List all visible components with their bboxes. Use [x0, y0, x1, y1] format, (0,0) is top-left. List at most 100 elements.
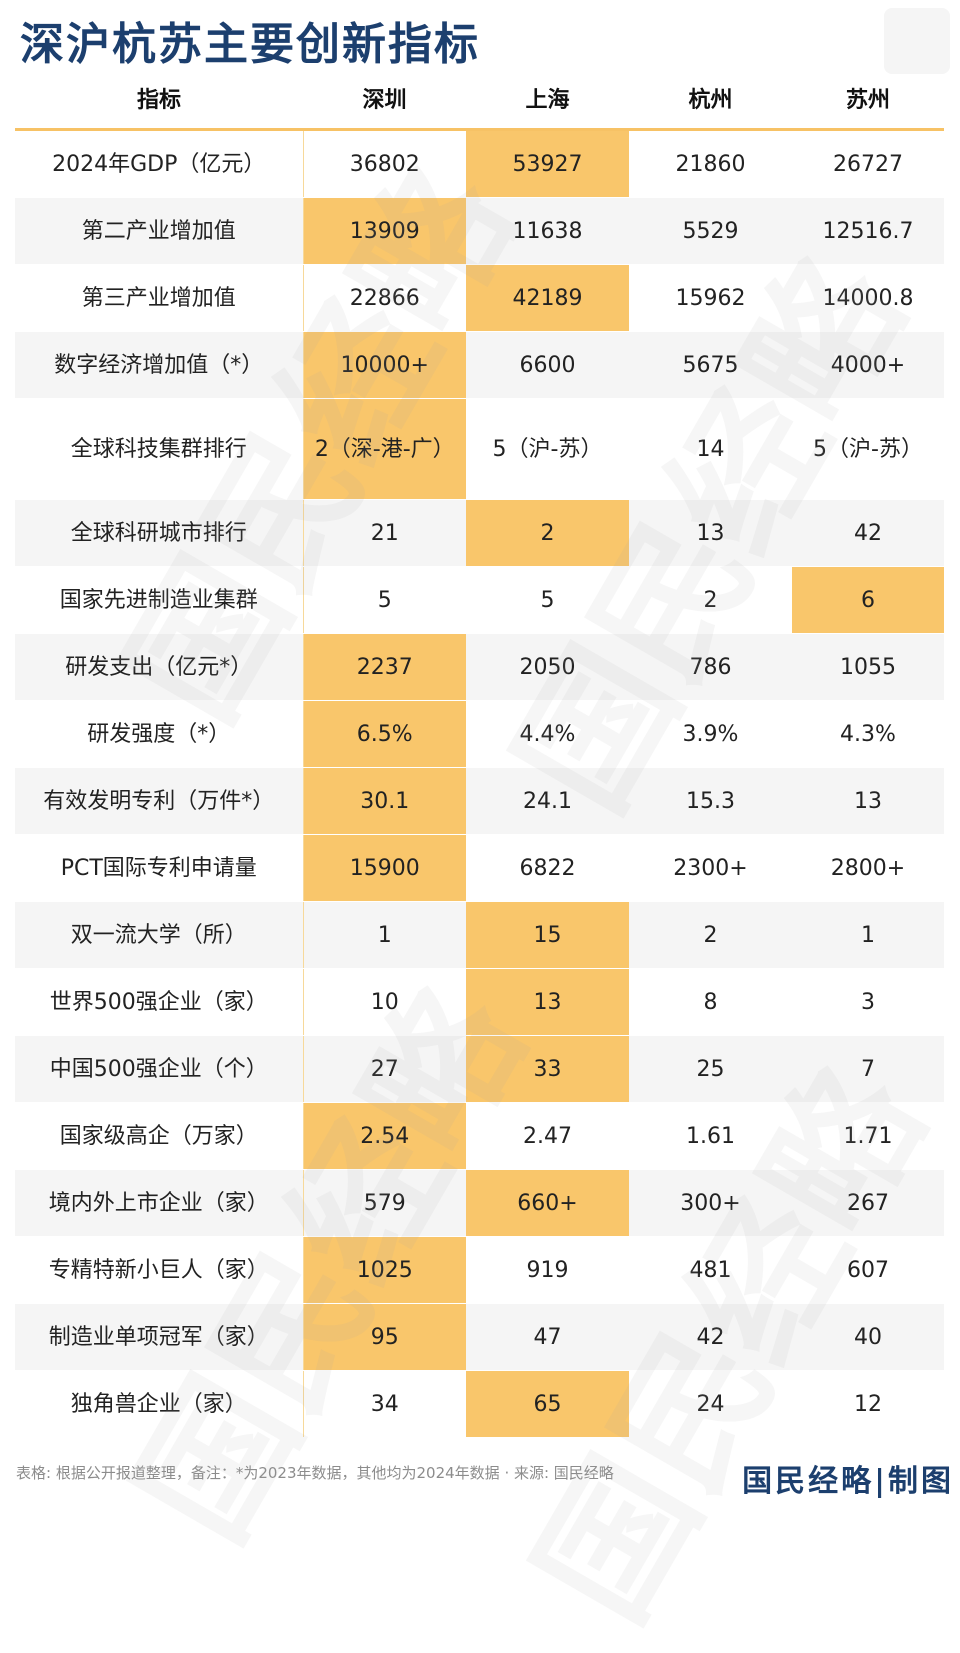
value-cell: 13 — [629, 499, 792, 567]
value-cell: 42 — [792, 499, 944, 567]
row-label: 全球科技集群排行 — [15, 398, 304, 500]
value-cell: 3 — [792, 968, 944, 1036]
table-row: 2024年GDP（亿元） 36802 53927 21860 26727 — [15, 129, 944, 198]
value-cell: 267 — [792, 1169, 944, 1237]
table-row: 第三产业增加值 22866 42189 15962 14000.8 — [15, 264, 944, 332]
row-label: 境内外上市企业（家） — [15, 1169, 304, 1237]
value-cell: 5 — [466, 566, 629, 634]
value-cell: 27 — [303, 1035, 466, 1103]
row-label: 研发支出（亿元*） — [15, 633, 304, 701]
value-cell: 2 — [629, 901, 792, 969]
value-cell: 5 — [303, 566, 466, 634]
table-row: 有效发明专利（万件*） 30.1 24.1 15.3 13 — [15, 767, 944, 835]
value-cell: 14 — [629, 398, 792, 500]
row-label: 有效发明专利（万件*） — [15, 767, 304, 835]
value-cell: 65 — [466, 1370, 629, 1438]
brand-credit: 国民经略|制图 — [742, 1464, 954, 1499]
value-cell: 481 — [629, 1236, 792, 1304]
table-row: 全球科技集群排行 2（深-港-广） 5（沪-苏） 14 5（沪-苏） — [15, 398, 944, 500]
header-hangzhou: 杭州 — [629, 68, 792, 131]
value-cell: 5（沪-苏） — [792, 398, 944, 500]
row-label: 第三产业增加值 — [15, 264, 304, 332]
table-header-row: 指标 深圳 上海 杭州 苏州 — [15, 68, 944, 131]
table-row: 第二产业增加值 13909 11638 5529 12516.7 — [15, 197, 944, 265]
value-cell: 15.3 — [629, 767, 792, 835]
value-cell: 2 — [466, 499, 629, 567]
row-label: 双一流大学（所） — [15, 901, 304, 969]
value-cell: 579 — [303, 1169, 466, 1237]
row-label: 制造业单项冠军（家） — [15, 1303, 304, 1371]
value-cell: 11638 — [466, 197, 629, 265]
value-cell: 2（深-港-广） — [303, 398, 466, 500]
value-cell: 36802 — [303, 129, 466, 198]
value-cell: 12516.7 — [792, 197, 944, 265]
value-cell: 15900 — [303, 834, 466, 902]
value-cell: 95 — [303, 1303, 466, 1371]
header-indicator: 指标 — [15, 68, 303, 131]
value-cell: 2 — [629, 566, 792, 634]
row-label: 全球科研城市排行 — [15, 499, 304, 567]
value-cell: 2300+ — [629, 834, 792, 902]
row-label: PCT国际专利申请量 — [15, 834, 304, 902]
value-cell: 1055 — [792, 633, 944, 701]
value-cell: 6600 — [466, 331, 629, 399]
value-cell: 47 — [466, 1303, 629, 1371]
value-cell: 13 — [466, 968, 629, 1036]
table-row: 研发强度（*） 6.5% 4.4% 3.9% 4.3% — [15, 700, 944, 768]
value-cell: 1.61 — [629, 1102, 792, 1170]
value-cell: 607 — [792, 1236, 944, 1304]
value-cell: 3.9% — [629, 700, 792, 768]
table-row: 中国500强企业（个） 27 33 25 7 — [15, 1035, 944, 1103]
value-cell: 42189 — [466, 264, 629, 332]
value-cell: 21 — [303, 499, 466, 567]
value-cell: 40 — [792, 1303, 944, 1371]
value-cell: 4.3% — [792, 700, 944, 768]
value-cell: 10 — [303, 968, 466, 1036]
value-cell: 2.47 — [466, 1102, 629, 1170]
value-cell: 8 — [629, 968, 792, 1036]
value-cell: 1 — [303, 901, 466, 969]
value-cell: 24.1 — [466, 767, 629, 835]
value-cell: 6.5% — [303, 700, 466, 768]
table-row: PCT国际专利申请量 15900 6822 2300+ 2800+ — [15, 834, 944, 902]
row-label: 专精特新小巨人（家） — [15, 1236, 304, 1304]
header-suzhou: 苏州 — [792, 68, 944, 131]
value-cell: 2.54 — [303, 1102, 466, 1170]
table-row: 国家先进制造业集群 5 5 2 6 — [15, 566, 944, 634]
row-label: 国家先进制造业集群 — [15, 566, 304, 634]
value-cell: 1025 — [303, 1236, 466, 1304]
value-cell: 42 — [629, 1303, 792, 1371]
footer-note: 表格: 根据公开报道整理，备注：*为2023年数据，其他均为2024年数据 · … — [16, 1464, 614, 1482]
table-row: 专精特新小巨人（家） 1025 919 481 607 — [15, 1236, 944, 1304]
value-cell: 24 — [629, 1370, 792, 1438]
row-label: 研发强度（*） — [15, 700, 304, 768]
value-cell: 14000.8 — [792, 264, 944, 332]
value-cell: 34 — [303, 1370, 466, 1438]
value-cell: 15962 — [629, 264, 792, 332]
value-cell: 4000+ — [792, 331, 944, 399]
value-cell: 786 — [629, 633, 792, 701]
table-row: 全球科研城市排行 21 2 13 42 — [15, 499, 944, 567]
table-row: 制造业单项冠军（家） 95 47 42 40 — [15, 1303, 944, 1371]
value-cell: 7 — [792, 1035, 944, 1103]
table-row: 研发支出（亿元*） 2237 2050 786 1055 — [15, 633, 944, 701]
header-shanghai: 上海 — [466, 68, 629, 131]
row-label: 中国500强企业（个） — [15, 1035, 304, 1103]
value-cell: 10000+ — [303, 331, 466, 399]
value-cell: 13 — [792, 767, 944, 835]
value-cell: 13909 — [303, 197, 466, 265]
corner-decoration — [884, 8, 950, 74]
value-cell: 25 — [629, 1035, 792, 1103]
value-cell: 2237 — [303, 633, 466, 701]
value-cell: 26727 — [792, 129, 944, 198]
value-cell: 6822 — [466, 834, 629, 902]
value-cell: 15 — [466, 901, 629, 969]
value-cell: 12 — [792, 1370, 944, 1438]
page-title: 深沪杭苏主要创新指标 — [20, 19, 480, 70]
row-label: 世界500强企业（家） — [15, 968, 304, 1036]
value-cell: 2800+ — [792, 834, 944, 902]
table-body: 2024年GDP（亿元） 36802 53927 21860 26727 第二产业增加值 1… — [15, 129, 944, 1438]
value-cell: 919 — [466, 1236, 629, 1304]
row-label: 国家级高企（万家） — [15, 1102, 304, 1170]
value-cell: 1 — [792, 901, 944, 969]
